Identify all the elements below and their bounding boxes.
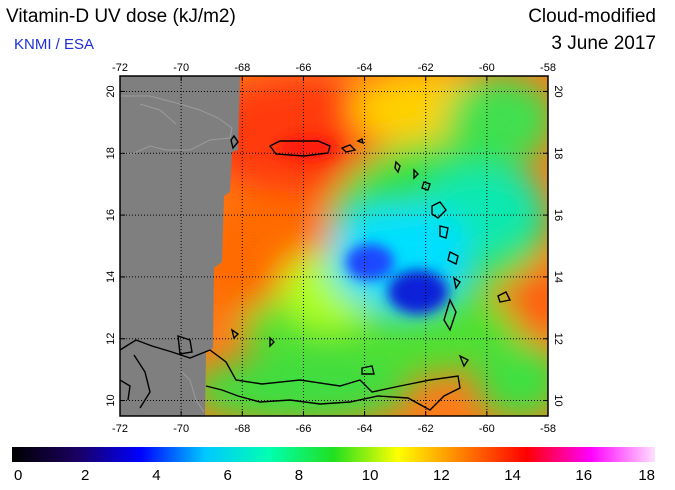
lat-label-right: 18	[552, 147, 564, 159]
product-mode-label: Cloud-modified	[528, 6, 656, 27]
lat-label-left: 18	[105, 147, 117, 159]
colorbar-tick-label: 14	[504, 467, 521, 484]
lon-label-top: -68	[234, 62, 250, 74]
colorbar-labels: 0 2 4 6 8 10 12 14 16 18	[14, 467, 655, 484]
colorbar-tick-label: 10	[362, 467, 379, 484]
lon-label-bottom: -64	[357, 423, 373, 435]
lon-label-top: -66	[295, 62, 311, 74]
lon-label-bottom: -66	[295, 423, 311, 435]
colorbar-tick-label: 2	[81, 467, 89, 484]
lat-label-right: 20	[552, 85, 564, 97]
lat-label-left: 16	[105, 209, 117, 221]
lon-label-bottom: -70	[173, 423, 189, 435]
uv-dose-field	[120, 76, 548, 416]
lat-label-right: 14	[552, 271, 564, 283]
lat-label-left: 14	[105, 271, 117, 283]
lon-label-bottom: -62	[418, 423, 434, 435]
map-title: Vitamin-D UV dose (kJ/m2)	[6, 6, 236, 27]
lon-label-top: -62	[418, 62, 434, 74]
colorbar-tick-label: 0	[14, 467, 22, 484]
colorbar	[12, 447, 655, 462]
landmass-outline	[120, 95, 233, 413]
lon-label-bottom: -58	[540, 423, 556, 435]
colorbar-tick-label: 16	[575, 467, 592, 484]
colorbar-tick-label: 12	[433, 467, 450, 484]
lat-label-left: 12	[105, 333, 117, 345]
lon-label-top: -64	[357, 62, 373, 74]
map-frame	[119, 75, 549, 417]
lon-label-top: -70	[173, 62, 189, 74]
lon-label-top: -58	[540, 62, 556, 74]
graticule	[120, 76, 548, 416]
lon-label-bottom: -68	[234, 423, 250, 435]
lon-label-bottom: -72	[112, 423, 128, 435]
lat-label-right: 12	[552, 333, 564, 345]
colorbar-tick-label: 6	[223, 467, 231, 484]
lat-label-right: 16	[552, 209, 564, 221]
lon-label-bottom: -60	[479, 423, 495, 435]
coastlines	[120, 134, 512, 411]
colorbar-tick-label: 8	[295, 467, 303, 484]
map-date: 3 June 2017	[551, 33, 656, 54]
colorbar-tick-label: 4	[152, 467, 160, 484]
lon-label-top: -60	[479, 62, 495, 74]
no-data-region	[120, 76, 240, 416]
lon-label-top: -72	[112, 62, 128, 74]
lat-label-right: 10	[552, 394, 564, 406]
axis-labels: -72 -72 -70 -70 -68 -68 -66 -66 -64 -64 -62 -62 -60 -…	[105, 62, 564, 435]
colorbar-tick-label: 18	[638, 467, 655, 484]
data-source-label: KNMI / ESA	[14, 36, 95, 53]
lat-label-left: 10	[105, 394, 117, 406]
lat-label-left: 20	[105, 85, 117, 97]
